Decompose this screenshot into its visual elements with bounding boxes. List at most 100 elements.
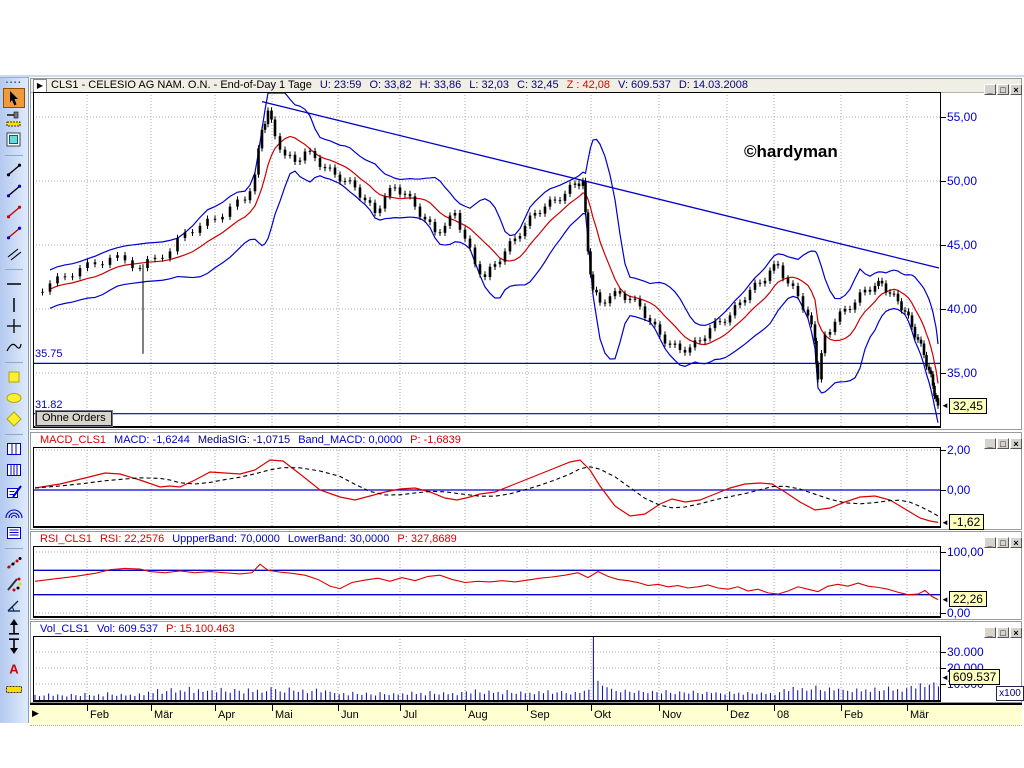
rectangle-tool[interactable]	[3, 367, 25, 387]
trendline-blue-tool[interactable]	[3, 181, 25, 201]
vol-close-button[interactable]: ×	[1010, 627, 1022, 638]
rsi-maximize-button[interactable]: □	[997, 537, 1009, 548]
rsi-marker-icon: ◄	[941, 594, 949, 604]
volume-marker-icon: ◄	[941, 672, 949, 682]
notes-tool[interactable]	[3, 523, 25, 543]
cursor-tool[interactable]	[3, 88, 25, 108]
month-label: Feb	[844, 709, 863, 721]
macd-minimize-button[interactable]: _	[984, 438, 996, 449]
toolbar-divider	[0, 265, 28, 273]
month-tick	[527, 705, 528, 711]
axis-tick	[941, 308, 946, 310]
volume-scale-label: x100	[996, 686, 1024, 701]
text-tool[interactable]: A	[3, 658, 25, 678]
split-3-panes-tool[interactable]	[3, 460, 25, 480]
quote-field: O: 33,82	[369, 79, 412, 91]
indicator-field: MACD_CLS1	[40, 434, 107, 446]
vol-minimize-button[interactable]: _	[984, 627, 996, 638]
vol-maximize-button[interactable]: □	[997, 627, 1009, 638]
macd-window-buttons: _ □ ×	[983, 434, 1022, 452]
month-tick	[87, 705, 88, 711]
vertical-line-tool[interactable]	[3, 295, 25, 315]
axis-tick	[941, 449, 946, 451]
month-tick	[727, 705, 728, 711]
arrow-down-tool[interactable]	[3, 637, 25, 657]
macd-header: MACD_CLS1 MACD: -1,6244 MediaSIG: -1,0715 B…	[40, 434, 469, 446]
edit-chart-tool[interactable]	[3, 481, 25, 501]
toolbar-divider	[0, 358, 28, 366]
macd-maximize-button[interactable]: □	[997, 438, 1009, 449]
axis-tick	[941, 180, 946, 182]
marker-bar-tool[interactable]	[3, 679, 25, 699]
last-price-box: ◄ 32,45	[941, 397, 987, 414]
crosshair-tool[interactable]	[3, 316, 25, 336]
trendline-red-tool[interactable]	[3, 202, 25, 222]
horizontal-line-tool[interactable]	[3, 274, 25, 294]
split-2-panes-tool[interactable]	[3, 439, 25, 459]
axis-tick	[941, 551, 946, 553]
price-minimize-button[interactable]: _	[984, 84, 996, 95]
collapse-arrow-icon[interactable]: ▶	[33, 79, 47, 93]
volume-chart-canvas[interactable]	[33, 636, 941, 702]
indicator-field: UppperBand: 70,0000	[172, 533, 280, 545]
angle-tool[interactable]	[3, 595, 25, 615]
indicator-field: P: 15.100.463	[166, 623, 235, 635]
diamond-tool[interactable]	[3, 409, 25, 429]
month-label: Mär	[910, 709, 929, 721]
quote-fields: U: 23:59 O: 33,82 H: 33,86 L: 32,03 C: 32,45…	[312, 79, 748, 91]
freehand-tool[interactable]	[3, 574, 25, 594]
macd-chart-canvas[interactable]	[33, 447, 941, 528]
price-maximize-button[interactable]: □	[997, 84, 1009, 95]
rsi-minimize-button[interactable]: _	[984, 537, 996, 548]
macd-value-box: ◄ -1,62	[941, 514, 985, 531]
axis-tick	[941, 116, 946, 118]
rsi-close-button[interactable]: ×	[1010, 537, 1022, 548]
price-chart-canvas[interactable]	[33, 92, 941, 428]
month-label: Okt	[594, 709, 612, 721]
axis-tick	[941, 651, 946, 653]
indicator-field: Vol: 609.537	[96, 623, 159, 635]
zoom-box-tool[interactable]	[3, 130, 25, 150]
month-label: Dez	[730, 709, 750, 721]
macd-close-button[interactable]: ×	[1010, 438, 1022, 449]
month-tick	[338, 705, 339, 711]
axis-tick	[941, 372, 946, 374]
quote-field: U: 23:59	[319, 79, 362, 91]
indicator-field: LowerBand: 30,0000	[287, 533, 390, 545]
month-label: Apr	[218, 709, 236, 721]
quote-field: D: 14.03.2008	[678, 79, 748, 91]
trendline-tool[interactable]	[3, 160, 25, 180]
price-axis-label: 35,00	[941, 365, 977, 381]
ohne-orders-button[interactable]: Ohne Orders	[36, 411, 112, 426]
chart-title: CLS1 - CELESIO AG NAM. O.N. - End-of-Day…	[51, 79, 748, 91]
parallel-lines-tool[interactable]	[3, 244, 25, 264]
scroll-left-arrow[interactable]: ▶	[32, 708, 39, 718]
indicator-field: P: 327,8689	[397, 533, 457, 545]
price-axis-label: 50,00	[941, 173, 977, 189]
regression-tool[interactable]	[3, 553, 25, 573]
trendline-red-blue-tool[interactable]	[3, 223, 25, 243]
quote-field: H: 33,86	[419, 79, 462, 91]
arrow-up-tool[interactable]	[3, 616, 25, 636]
month-tick	[215, 705, 216, 711]
month-label: Mär	[154, 709, 173, 721]
rsi-axis-label: 0,00	[941, 605, 970, 621]
month-tick	[774, 705, 775, 711]
ellipse-tool[interactable]	[3, 388, 25, 408]
quote-field: C: 32,45	[517, 79, 559, 91]
toolbar-grip[interactable]: ▪▪▪▪	[5, 80, 23, 86]
volume-header: Vol_CLS1 Vol: 609.537 P: 15.100.463	[40, 623, 243, 635]
rsi-chart-canvas[interactable]	[33, 546, 941, 618]
month-label: Jun	[341, 709, 359, 721]
price-close-button[interactable]: ×	[1010, 84, 1022, 95]
month-label: Mai	[275, 709, 293, 721]
fib-arcs-tool[interactable]	[3, 502, 25, 522]
month-tick	[591, 705, 592, 711]
pushpin-tool[interactable]	[3, 109, 25, 129]
curve-tool[interactable]	[3, 337, 25, 357]
price-window-buttons: _ □ ×	[983, 80, 1022, 98]
quote-field: V: 609.537	[618, 79, 671, 91]
price-axis-label: 55,00	[941, 109, 977, 125]
rsi-header: RSI_CLS1 RSI: 22,2576 UppperBand: 70,0000 L…	[40, 533, 465, 545]
